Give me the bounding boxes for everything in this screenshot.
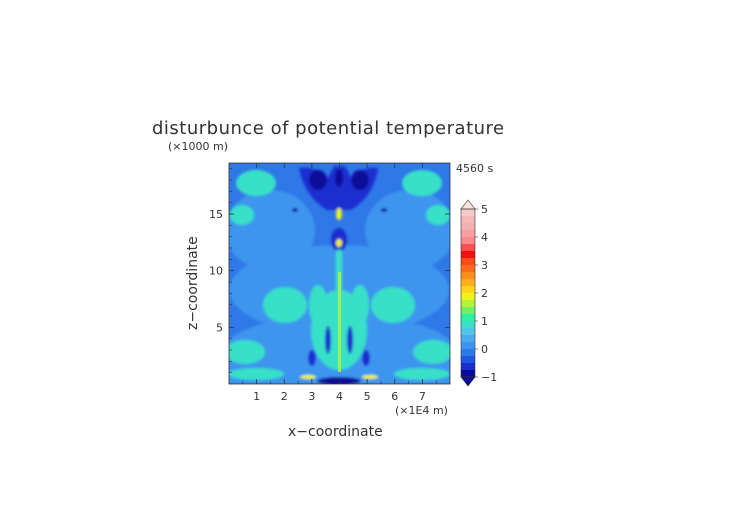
colorbar-bin (461, 209, 475, 216)
colorbar-bin (461, 237, 475, 244)
x-axis-label: x−coordinate (288, 424, 383, 440)
x-axis-ticks: 1 2 3 4 5 6 7 (242, 163, 437, 403)
colorbar-label: 2 (481, 287, 488, 300)
colorbar-label: 1 (481, 315, 488, 328)
colorbar: −1 0 1 2 3 4 5 (460, 199, 497, 387)
time-label: 4560 s (456, 162, 493, 175)
colorbar-bin (461, 279, 475, 286)
colorbar-bin (461, 363, 475, 370)
colorbar-under-triangle (460, 376, 476, 387)
colorbar-bin (461, 286, 475, 293)
colorbar-bin (461, 272, 475, 279)
colorbar-label: 0 (481, 343, 488, 356)
colorbar-label: 4 (481, 231, 488, 244)
colorbar-label: 5 (481, 203, 488, 216)
colorbar-bin (461, 300, 475, 307)
x-tick-label: 4 (336, 390, 343, 403)
x-tick-label: 3 (308, 390, 315, 403)
colorbar-label: 3 (481, 259, 488, 272)
x-unit-label: (×1E4 m) (395, 404, 448, 417)
x-tick-label: 1 (253, 390, 260, 403)
colorbar-label: −1 (481, 371, 497, 384)
colorbar-bin (461, 251, 475, 258)
y-tick-label: 10 (209, 265, 223, 278)
y-axis-ticks: 5 10 15 (209, 168, 450, 373)
x-tick-label: 7 (419, 390, 426, 403)
x-tick-label: 2 (281, 390, 288, 403)
y-tick-label: 5 (216, 321, 223, 334)
colorbar-bin (461, 293, 475, 300)
z-unit-label: (×1000 m) (168, 140, 228, 153)
colorbar-bin (461, 314, 475, 321)
colorbar-bin (461, 258, 475, 265)
y-axis-label: z−coordinate (185, 236, 201, 330)
colorbar-bin (461, 307, 475, 314)
plot-field (229, 163, 450, 384)
colorbar-bin (461, 265, 475, 272)
colorbar-bin (461, 321, 475, 328)
colorbar-bin (461, 370, 475, 377)
colorbar-bin (461, 356, 475, 363)
colorbar-bin (461, 223, 475, 230)
x-tick-label: 6 (391, 390, 398, 403)
colorbar-bin (461, 244, 475, 251)
colorbar-bin (461, 349, 475, 356)
colorbar-bin (461, 342, 475, 349)
colorbar-bin (461, 230, 475, 237)
colorbar-over-triangle (460, 199, 476, 210)
chart-title: disturbunce of potential temperature (152, 118, 505, 139)
colorbar-bin (461, 216, 475, 223)
x-tick-label: 5 (364, 390, 371, 403)
colorbar-bin (461, 328, 475, 335)
colorbar-bin (461, 335, 475, 342)
y-tick-label: 15 (209, 208, 223, 221)
